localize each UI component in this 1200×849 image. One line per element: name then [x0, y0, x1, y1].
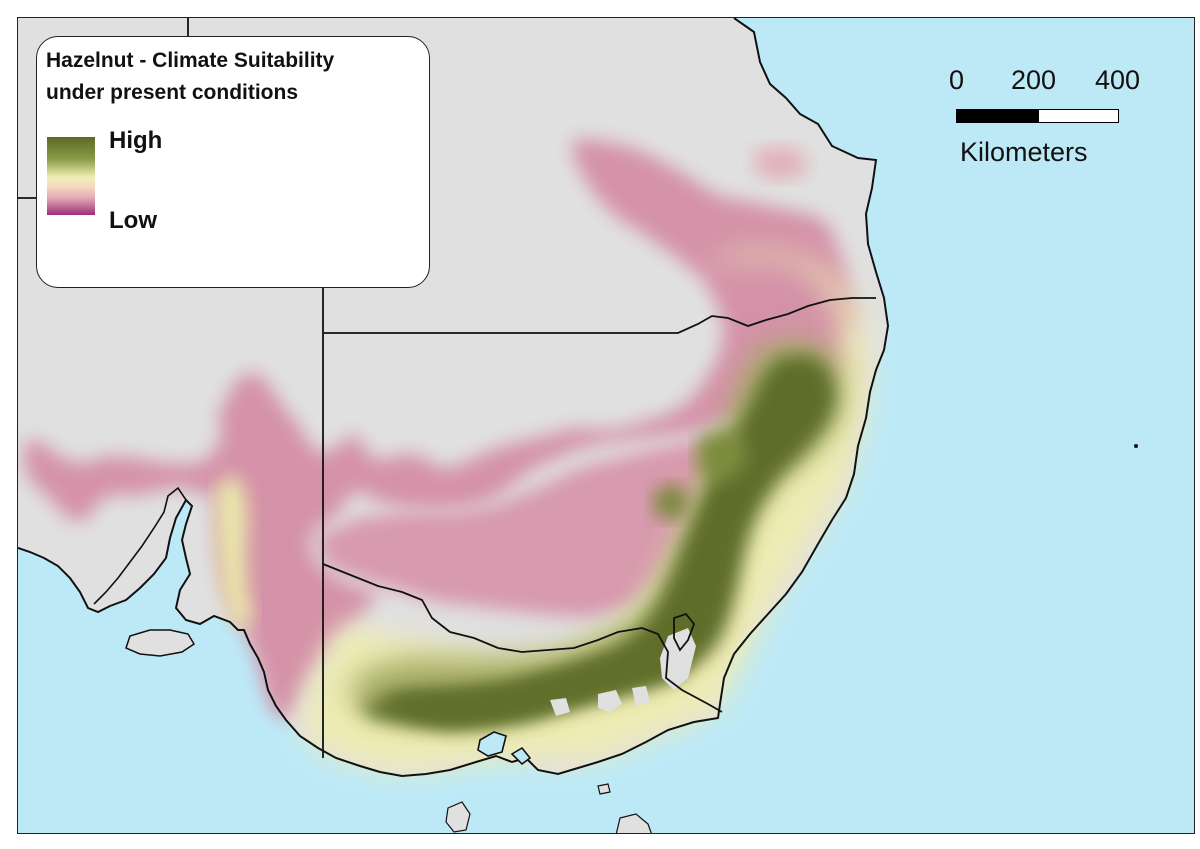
scale-segment-white — [1038, 109, 1119, 123]
scale-tick-0: 0 — [949, 65, 965, 95]
scale-tick-200: 200 — [1011, 65, 1057, 95]
map-frame — [17, 17, 1195, 834]
kangaroo-island — [125, 629, 196, 657]
legend-color-ramp — [47, 137, 95, 215]
spencer-gulf — [93, 486, 187, 605]
suitability-raster — [22, 138, 868, 770]
tasmania-islands — [445, 783, 652, 833]
westernport-bay — [510, 746, 532, 766]
legend-subtitle: under present conditions — [46, 81, 299, 104]
map-canvas[interactable] — [18, 18, 1195, 834]
scale-bar: 0 200 400 Kilometers — [935, 65, 1165, 175]
lord-howe-islet — [1134, 444, 1138, 448]
state-borders — [18, 18, 876, 758]
legend-title: Hazelnut - Climate Suitability — [46, 49, 335, 72]
coastline — [18, 18, 890, 778]
scale-segment-black — [956, 109, 1038, 123]
legend-high-label: High — [109, 127, 163, 154]
legend: Hazelnut - Climate Suitability under pre… — [36, 36, 430, 288]
scale-unit-label: Kilometers — [960, 137, 1088, 167]
legend-low-label: Low — [109, 207, 157, 234]
scale-tick-400: 400 — [1095, 65, 1141, 95]
port-phillip-bay — [477, 731, 507, 757]
